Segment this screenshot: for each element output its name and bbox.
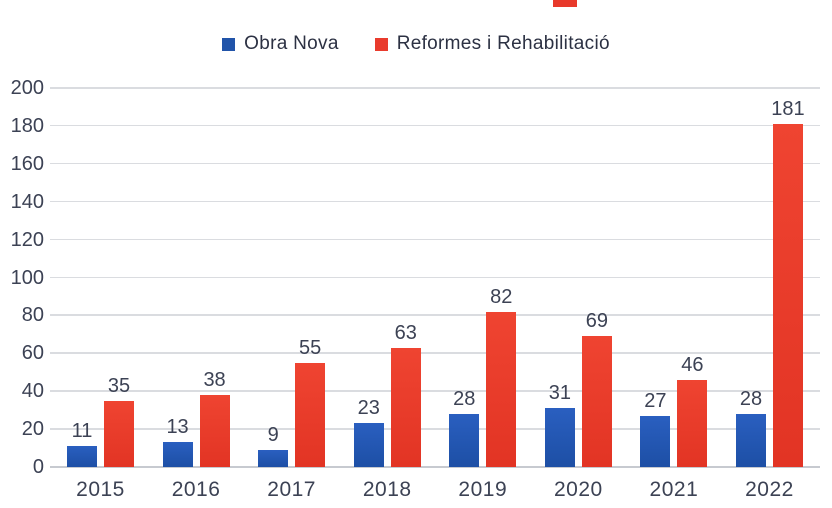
bar-obra-nova-2022 <box>735 413 766 467</box>
bar-reformes-i-rehabilitaci--2016 <box>199 394 230 467</box>
gridline <box>50 352 820 354</box>
y-axis-tick-label: 140 <box>10 190 44 213</box>
gridline <box>50 428 820 430</box>
bar-reformes-i-rehabilitaci--2019 <box>486 311 517 467</box>
value-label-obra-nova-2022: 28 <box>739 387 763 410</box>
y-axis-tick-label: 100 <box>10 266 44 289</box>
bar-reformes-i-rehabilitaci--2020 <box>581 336 612 467</box>
legend-swatch-red-icon <box>374 37 388 51</box>
x-axis-category-label: 2020 <box>553 478 603 501</box>
bar-reformes-i-rehabilitaci--2022 <box>772 124 803 467</box>
x-axis-category-label: 2021 <box>649 478 699 501</box>
value-label-obra-nova-2017: 9 <box>267 423 279 446</box>
legend-label-obra-nova: Obra Nova <box>244 33 339 54</box>
bar-obra-nova-2021 <box>640 415 671 467</box>
legend-label-reformes: Reformes i Rehabilitació <box>396 33 610 54</box>
value-label-reformes-i-rehabilitaci--2018: 63 <box>394 321 417 344</box>
bar-obra-nova-2015 <box>67 446 97 467</box>
bar-obra-nova-2017 <box>258 449 289 467</box>
value-label-obra-nova-2021: 27 <box>644 389 667 412</box>
bar-obra-nova-2019 <box>449 413 480 467</box>
legend-item-obra-nova: Obra Nova <box>222 33 339 55</box>
x-axis-category-label: 2016 <box>171 478 221 501</box>
gridline <box>50 276 820 278</box>
bar-reformes-i-rehabilitaci--2015 <box>104 400 134 467</box>
value-label-reformes-i-rehabilitaci--2019: 82 <box>490 285 513 308</box>
gridline <box>50 390 820 392</box>
bar-reformes-i-rehabilitaci--2018 <box>390 347 421 467</box>
y-axis-tick-label: 60 <box>21 342 44 365</box>
value-label-obra-nova-2016: 13 <box>166 416 189 439</box>
bar-obra-nova-2016 <box>162 442 193 467</box>
y-axis-tick-label: 160 <box>10 152 44 175</box>
x-axis-category-label: 2015 <box>76 478 125 501</box>
y-axis-tick-label: 20 <box>21 418 44 441</box>
gridline <box>50 238 820 241</box>
value-label-reformes-i-rehabilitaci--2017: 55 <box>299 336 322 359</box>
value-label-reformes-i-rehabilitaci--2020: 69 <box>585 310 608 333</box>
value-label-obra-nova-2015: 11 <box>71 420 93 443</box>
cropped-title-fragment <box>553 0 577 7</box>
y-axis-tick-label: 80 <box>21 304 44 327</box>
x-axis-line <box>50 466 820 468</box>
value-label-reformes-i-rehabilitaci--2021: 46 <box>681 353 704 376</box>
gridline <box>50 162 820 165</box>
value-label-obra-nova-2020: 31 <box>548 382 571 405</box>
gridline <box>50 200 820 203</box>
y-axis-tick-label: 120 <box>10 228 44 251</box>
x-axis-category-label: 2022 <box>745 478 794 501</box>
legend-item-reformes: Reformes i Rehabilitació <box>374 33 610 55</box>
x-axis-category-label: 2019 <box>458 478 508 501</box>
value-label-reformes-i-rehabilitaci--2022: 181 <box>771 98 805 120</box>
gridline <box>50 124 820 127</box>
value-label-obra-nova-2018: 23 <box>357 397 380 420</box>
gridline <box>50 87 820 89</box>
bar-obra-nova-2020 <box>544 408 575 467</box>
bar-obra-nova-2018 <box>353 423 384 467</box>
bar-reformes-i-rehabilitaci--2021 <box>677 379 708 467</box>
gridline <box>50 314 820 316</box>
legend-swatch-blue-icon <box>222 37 236 51</box>
chart-legend: Obra Nova Reformes i Rehabilitació <box>0 33 832 55</box>
y-axis-tick-label: 200 <box>10 77 44 99</box>
x-axis-category-label: 2017 <box>267 478 316 501</box>
y-axis-tick-label: 40 <box>21 380 44 403</box>
value-label-reformes-i-rehabilitaci--2015: 35 <box>107 374 131 397</box>
x-axis-category-label: 2018 <box>362 478 412 501</box>
y-axis-tick-label: 0 <box>32 456 44 478</box>
bar-reformes-i-rehabilitaci--2017 <box>295 362 326 467</box>
y-axis-tick-label: 180 <box>10 114 44 137</box>
value-label-obra-nova-2019: 28 <box>453 387 476 410</box>
value-label-reformes-i-rehabilitaci--2016: 38 <box>203 368 226 391</box>
